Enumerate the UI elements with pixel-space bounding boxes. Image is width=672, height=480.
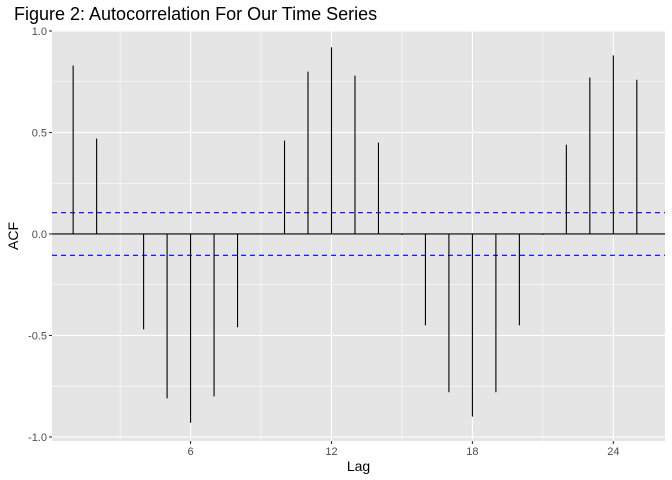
x-tick-label: 24 — [607, 446, 619, 458]
confidence-bounds — [52, 212, 665, 256]
chart-title: Figure 2: Autocorrelation For Our Time S… — [14, 4, 378, 24]
y-tick-label: 1.0 — [32, 26, 47, 38]
acf-bars — [72, 47, 638, 423]
minor-gridlines — [52, 31, 665, 441]
y-tick-label: -1.0 — [28, 432, 47, 444]
plot-panel — [52, 31, 665, 441]
y-tick-label: 0.0 — [32, 229, 47, 241]
x-tick-label: 12 — [325, 446, 337, 458]
y-tick-label: 0.5 — [32, 127, 47, 139]
x-tick-label: 18 — [466, 446, 478, 458]
x-axis-ticks: 6 12 18 24 — [188, 441, 619, 458]
x-tick-label: 6 — [188, 446, 194, 458]
x-axis-title: Lag — [347, 458, 370, 474]
y-axis-ticks: -1.0 -0.5 0.0 0.5 1.0 — [28, 26, 52, 444]
y-tick-label: -0.5 — [28, 330, 47, 342]
y-axis-title: ACF — [5, 222, 21, 250]
